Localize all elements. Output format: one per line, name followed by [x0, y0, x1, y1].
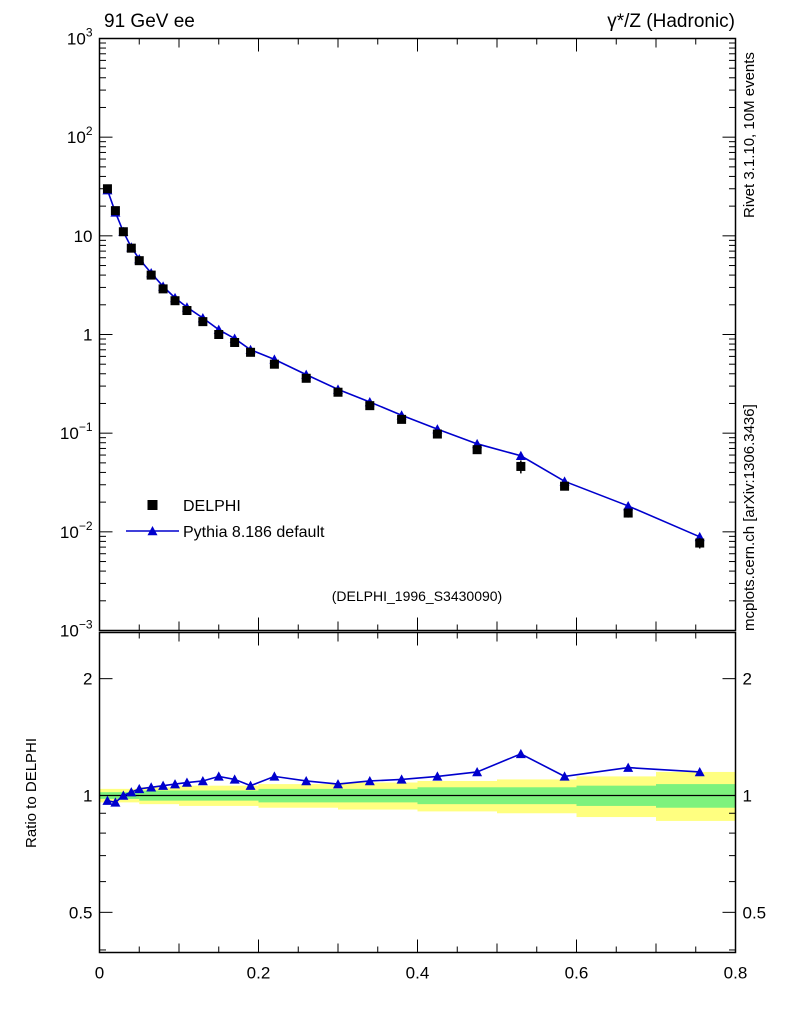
svg-text:10−3: 10−3	[60, 618, 93, 641]
mcplots-credit-label: mcplots.cern.ch [arXiv:1306.3436]	[741, 404, 758, 631]
svg-text:10−1: 10−1	[60, 420, 93, 443]
legend: DELPHI Pythia 8.186 default	[126, 498, 325, 541]
beam-energy-title: 91 GeV ee	[104, 11, 195, 32]
svg-text:1: 1	[83, 786, 92, 805]
legend-entry-pythia: Pythia 8.186 default	[183, 524, 325, 541]
svg-text:103: 103	[67, 26, 93, 49]
svg-text:0.5: 0.5	[69, 903, 93, 922]
rendered-chart-layer: 0 0.2 0.4 0.6 0.8 10−3 10−2 10−1 1 10 102 103 0.5 0.5…	[60, 26, 766, 983]
delphi-series	[102, 184, 705, 549]
ratio-axis-label: Ratio to DELPHI	[23, 738, 40, 848]
svg-text:0.4: 0.4	[406, 964, 430, 983]
uncertainty-bands	[99, 771, 736, 821]
svg-text:0.5: 0.5	[743, 903, 767, 922]
svg-text:1: 1	[83, 326, 92, 345]
svg-text:0: 0	[95, 964, 104, 983]
svg-text:0.6: 0.6	[565, 964, 589, 983]
rivet-version-label: Rivet 3.1.10, 10M events	[741, 52, 758, 218]
svg-text:102: 102	[67, 124, 93, 147]
main-panel-frame	[98, 37, 737, 632]
svg-text:0.8: 0.8	[724, 964, 748, 983]
svg-text:10−2: 10−2	[60, 519, 93, 542]
svg-text:2: 2	[743, 670, 752, 689]
pythia-series	[102, 185, 705, 542]
svg-text:2: 2	[83, 670, 92, 689]
analysis-watermark: (DELPHI_1996_S3430090)	[332, 588, 502, 604]
svg-text:1: 1	[743, 786, 752, 805]
axis-ticks	[99, 38, 736, 953]
process-title: γ*/Z (Hadronic)	[607, 11, 735, 32]
axis-tick-labels: 0 0.2 0.4 0.6 0.8 10−3 10−2 10−1 1 10 102 103 0.5 0.5…	[60, 26, 766, 983]
legend-entry-delphi: DELPHI	[183, 498, 241, 515]
ratio-series	[102, 748, 705, 807]
svg-text:0.2: 0.2	[247, 964, 271, 983]
legend-marker-delphi	[147, 500, 158, 510]
svg-text:10: 10	[74, 227, 93, 246]
